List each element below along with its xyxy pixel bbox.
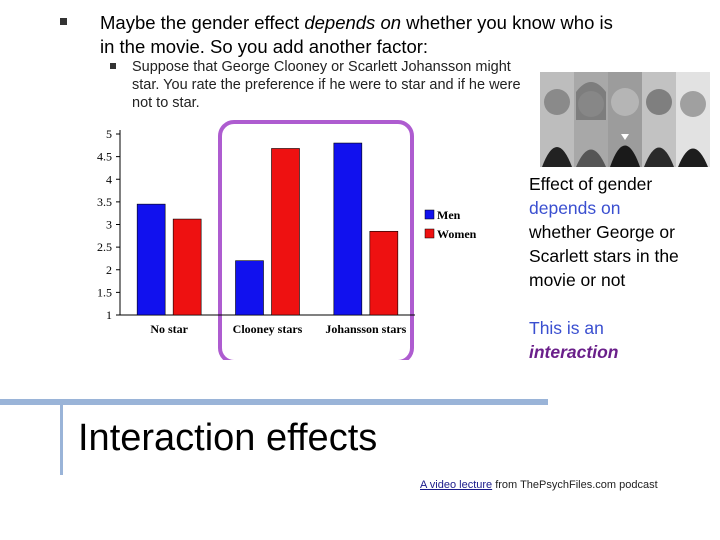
video-lecture-link[interactable]: A video lecture	[420, 479, 493, 491]
legend-swatch-women	[424, 228, 435, 239]
bar-women-2	[271, 148, 300, 316]
y-tick-label: 2.5	[97, 240, 112, 254]
title-divider-vertical	[60, 405, 63, 475]
slide-title: Interaction effects	[78, 417, 378, 459]
chart-legend: Men Women	[424, 208, 477, 241]
bar-chart: 1 1.5 2 2.5 3 3.5 4 4.5 5 No star Clooney stars Joh…	[97, 120, 477, 360]
bar-men-2	[235, 260, 264, 316]
y-tick-label: 3	[106, 218, 112, 232]
emphasis-depends-on: depends on	[304, 12, 402, 33]
y-tick-label: 1.5	[97, 285, 112, 299]
interaction-note: This is an interaction	[529, 318, 619, 362]
effect-accent: depends on	[529, 198, 621, 218]
plot-area: 1 1.5 2 2.5 3 3.5 4 4.5 5 No star Clooney stars Joh…	[97, 127, 415, 336]
y-tick-label: 4.5	[97, 150, 112, 164]
legend-swatch-men	[424, 209, 435, 220]
legend-label-women: Women	[437, 227, 477, 241]
bullet-gender-effect: Maybe the gender effect depends on wheth…	[100, 12, 613, 57]
y-tick-label: 1	[106, 308, 112, 322]
bar-women-3	[369, 230, 399, 316]
footer-credit: A video lecture from ThePsychFiles.com p…	[420, 479, 658, 491]
title-divider-horizontal	[0, 399, 548, 405]
bar-men-3	[333, 142, 363, 316]
legend-label-men: Men	[437, 208, 461, 222]
highlight-box	[218, 120, 414, 360]
y-tick-label: 2	[106, 263, 112, 277]
effect-note: Effect of gender depends on whether George…	[529, 174, 679, 290]
bar-women-1	[172, 218, 202, 316]
interaction-term: interaction	[529, 342, 619, 362]
actor-photo-strip	[540, 72, 710, 167]
sub-bullet-scenario: Suppose that George Clooney or Scarlett …	[132, 59, 521, 111]
category-label: Johansson stars	[325, 322, 406, 336]
bar-men-1	[136, 203, 166, 316]
y-tick-label: 3.5	[97, 195, 112, 209]
category-label: Clooney stars	[233, 322, 303, 336]
y-tick-label: 4	[106, 172, 112, 186]
y-tick-label: 5	[106, 127, 112, 141]
category-label: No star	[150, 322, 188, 336]
sub-bullet-marker	[110, 63, 116, 69]
bullet-marker	[60, 18, 67, 25]
